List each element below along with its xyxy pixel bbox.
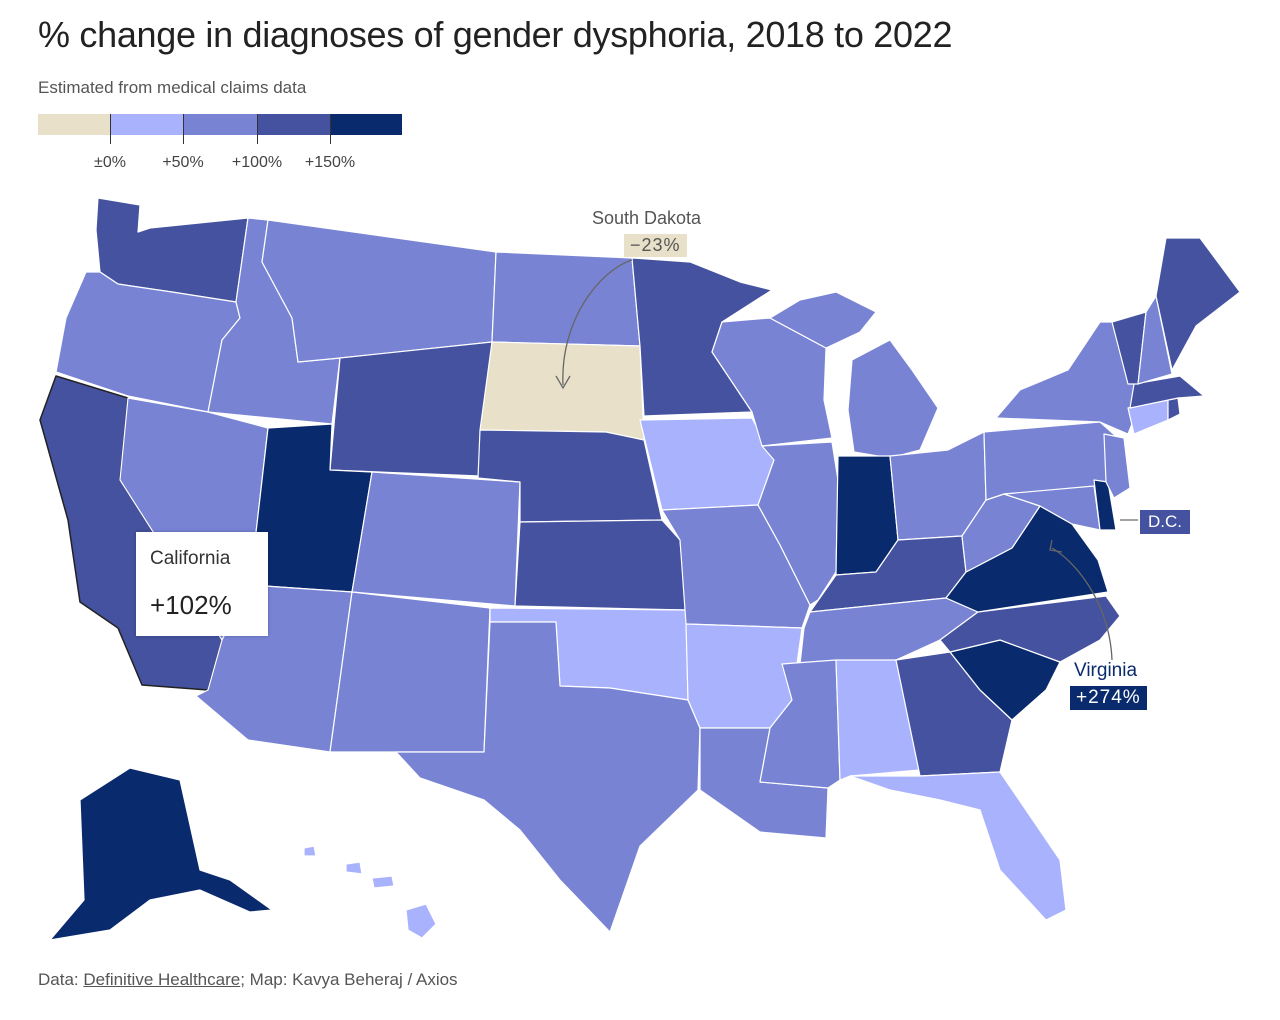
state-north-carolina — [939, 595, 1121, 663]
virginia-value: +274% — [1070, 686, 1147, 710]
chart-subtitle: Estimated from medical claims data — [38, 78, 307, 97]
state-colorado — [351, 471, 521, 607]
state-maryland — [1003, 485, 1101, 531]
legend-label-0: ±0% — [94, 154, 126, 171]
legend-swatch-100 — [257, 114, 330, 135]
state-new-hampshire — [1137, 295, 1173, 385]
state-rhode-island — [1167, 397, 1181, 421]
legend-swatch-0 — [110, 114, 183, 135]
virginia-label: Virginia — [1074, 660, 1138, 681]
legend-swatch-50 — [183, 114, 257, 135]
state-alabama — [835, 659, 921, 781]
color-legend: ±0% +50% +100% +150% — [38, 114, 404, 174]
legend-swatch-neg — [38, 114, 110, 135]
state-iowa — [639, 417, 775, 511]
legend-label-100: +100% — [231, 154, 283, 171]
state-new-mexico — [329, 591, 491, 753]
state-alaska — [49, 767, 273, 941]
state-hawaii-4 — [405, 903, 437, 939]
state-hawaii-3 — [371, 875, 395, 889]
source-link[interactable]: Definitive Healthcare — [83, 970, 241, 989]
state-michigan — [847, 339, 939, 459]
state-south-dakota — [479, 341, 645, 441]
california-value: +102% — [150, 590, 232, 620]
state-michigan-up — [769, 291, 877, 349]
legend-swatch-150 — [330, 114, 402, 135]
state-illinois — [757, 441, 839, 606]
state-texas — [395, 621, 701, 933]
chart-title: % change in diagnoses of gender dysphori… — [38, 14, 953, 55]
state-florida — [849, 771, 1067, 921]
state-delaware — [1093, 479, 1117, 531]
state-montana — [261, 219, 497, 363]
california-label: California — [150, 548, 231, 569]
state-new-jersey — [1103, 433, 1131, 499]
state-kansas — [514, 519, 687, 611]
south-dakota-label: South Dakota — [592, 208, 702, 228]
california-callout: California +102% — [136, 532, 268, 636]
legend-label-50: +50% — [162, 154, 204, 171]
state-hawaii-1 — [303, 845, 317, 857]
state-maine — [1155, 237, 1241, 371]
state-hawaii-2 — [345, 861, 363, 875]
state-wyoming — [329, 341, 493, 477]
dc-label: D.C. — [1140, 510, 1190, 534]
legend-label-150: +150% — [304, 154, 356, 171]
state-massachusetts — [1129, 375, 1205, 409]
credit-text: ; Map: Kavya Beheraj / Axios — [240, 970, 458, 989]
source-prefix: Data: — [38, 970, 84, 989]
south-dakota-value: −23% — [624, 234, 687, 257]
source-credit: Data: Definitive Healthcare; Map: Kavya … — [38, 970, 458, 990]
